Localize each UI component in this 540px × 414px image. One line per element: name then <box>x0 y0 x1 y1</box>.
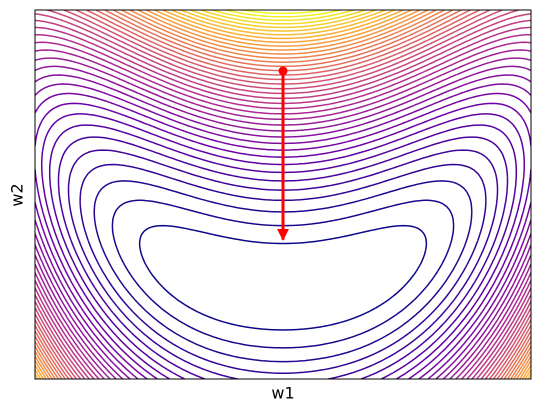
contour-line <box>225 10 341 18</box>
contour-line <box>48 124 518 379</box>
contour-line <box>242 10 324 15</box>
contour-line <box>35 33 531 379</box>
plot-frame <box>34 9 532 380</box>
y-axis-label: w2 <box>8 183 27 206</box>
contour-line <box>35 10 531 379</box>
contour-line <box>111 199 455 349</box>
contour-line <box>35 10 531 379</box>
contour-line <box>35 10 531 379</box>
contour-line <box>35 102 531 379</box>
contour-line <box>190 10 376 29</box>
contour-line <box>35 10 531 379</box>
contour-line <box>35 41 531 379</box>
contour-line <box>200 10 366 25</box>
contour-line <box>35 10 531 379</box>
contour-line <box>35 10 531 379</box>
x-axis-label: w1 <box>271 384 294 403</box>
contour-line <box>57 136 509 379</box>
contour-line <box>35 26 531 379</box>
contour-line <box>35 10 531 379</box>
contour-line <box>35 57 531 379</box>
contour-line <box>93 180 473 363</box>
contour-line <box>35 83 531 379</box>
contour-line <box>40 113 526 379</box>
contour-line <box>35 19 531 379</box>
contour-line <box>67 149 499 379</box>
contour-line <box>35 10 531 379</box>
contour-line <box>35 10 531 379</box>
contour-line <box>211 10 355 22</box>
contour-line <box>79 163 487 374</box>
start-point <box>278 66 288 76</box>
contour-line <box>35 49 531 379</box>
contour-set <box>35 10 531 379</box>
contour-line <box>35 92 531 379</box>
contour-line <box>35 10 531 379</box>
contour-line <box>35 10 531 379</box>
contour-line <box>35 13 531 379</box>
contour-line <box>35 10 531 379</box>
contour-line <box>138 224 428 331</box>
contour-line <box>35 65 531 379</box>
